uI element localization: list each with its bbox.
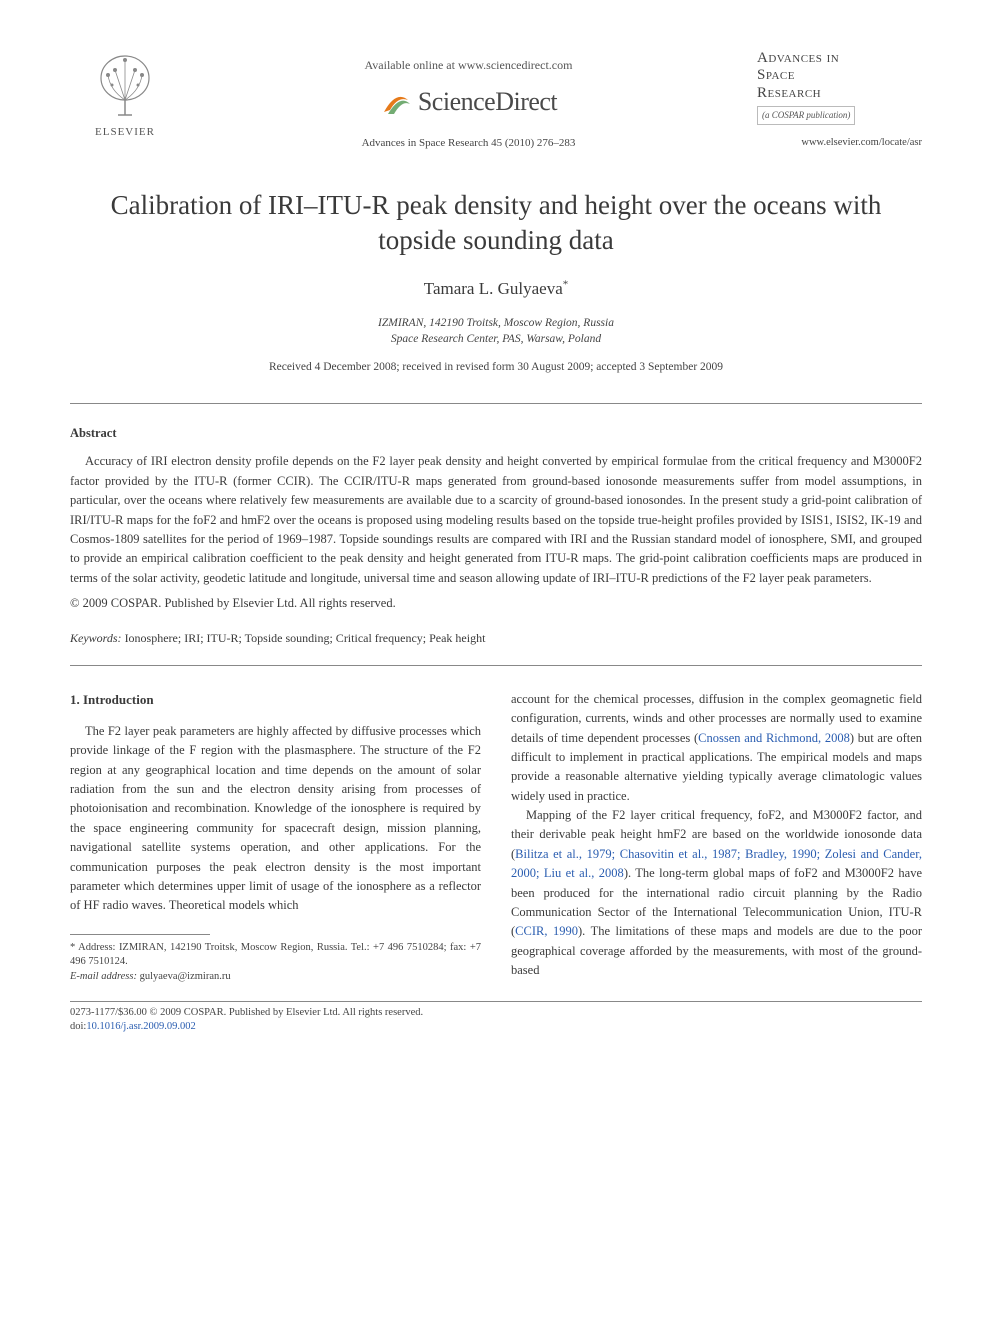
header-row: ELSEVIER Available online at www.science… [70, 50, 922, 152]
footnote-rule [70, 934, 210, 935]
elsevier-label: ELSEVIER [95, 124, 155, 141]
elsevier-logo-block: ELSEVIER [70, 50, 180, 141]
available-online-text: Available online at www.sciencedirect.co… [180, 56, 757, 74]
elsevier-tree-icon [90, 50, 160, 120]
ref-ccir[interactable]: CCIR, 1990 [515, 924, 578, 938]
section-1-heading: 1. Introduction [70, 690, 481, 710]
rule-bottom-abstract [70, 665, 922, 666]
journal-url: www.elsevier.com/locate/asr [757, 135, 922, 151]
article-title: Calibration of IRI–ITU-R peak density an… [100, 188, 892, 258]
footnote-block: * Address: IZMIRAN, 142190 Troitsk, Mosc… [70, 941, 481, 985]
intro-para-1: The F2 layer peak parameters are highly … [70, 722, 481, 916]
affiliation-2: Space Research Center, PAS, Warsaw, Pola… [70, 331, 922, 347]
column-left: 1. Introduction The F2 layer peak parame… [70, 690, 481, 985]
footnote-address: * Address: IZMIRAN, 142190 Troitsk, Mosc… [70, 941, 481, 970]
ref-cnossen[interactable]: Cnossen and Richmond, 2008 [698, 731, 850, 745]
author-name: Tamara L. Gulyaeva [424, 279, 563, 298]
footer-meta: 0273-1177/$36.00 © 2009 COSPAR. Publishe… [70, 1006, 922, 1035]
author-line: Tamara L. Gulyaeva* [70, 276, 922, 302]
sciencedirect-swoosh-icon [380, 86, 412, 118]
journal-block: Advances in Space Research (a COSPAR pub… [757, 50, 922, 151]
abstract-heading: Abstract [70, 424, 922, 443]
history-dates: Received 4 December 2008; received in re… [70, 359, 922, 376]
footnote-email-line: E-mail address: gulyaeva@izmiran.ru [70, 970, 481, 985]
sciencedirect-logo: ScienceDirect [180, 82, 757, 121]
keywords-label: Keywords: [70, 631, 122, 645]
affiliation-1: IZMIRAN, 142190 Troitsk, Moscow Region, … [70, 315, 922, 331]
journal-title-line3: Research [757, 85, 821, 101]
keywords-line: Keywords: Ionosphere; IRI; ITU-R; Topsid… [70, 629, 922, 647]
intro-para-1-cont: account for the chemical processes, diff… [511, 690, 922, 806]
column-right: account for the chemical processes, diff… [511, 690, 922, 985]
sciencedirect-text: ScienceDirect [418, 82, 557, 121]
author-marker: * [563, 278, 569, 290]
keywords-list: Ionosphere; IRI; ITU-R; Topside sounding… [125, 631, 486, 645]
footer-doi-line: doi:10.1016/j.asr.2009.09.002 [70, 1020, 922, 1035]
affiliation-block: IZMIRAN, 142190 Troitsk, Moscow Region, … [70, 315, 922, 347]
rule-top [70, 403, 922, 404]
footnote-email: gulyaeva@izmiran.ru [140, 971, 231, 982]
cospar-badge: (a COSPAR publication) [757, 106, 855, 126]
header-center: Available online at www.sciencedirect.co… [180, 50, 757, 152]
abstract-copyright: © 2009 COSPAR. Published by Elsevier Ltd… [70, 594, 922, 613]
doi-prefix: doi: [70, 1021, 86, 1032]
body-columns: 1. Introduction The F2 layer peak parame… [70, 690, 922, 985]
journal-title-line2: Space [757, 67, 795, 83]
doi-link[interactable]: 10.1016/j.asr.2009.09.002 [86, 1021, 195, 1032]
intro-para-2: Mapping of the F2 layer critical frequen… [511, 806, 922, 980]
citation-line: Advances in Space Research 45 (2010) 276… [180, 135, 757, 152]
abstract-body: Accuracy of IRI electron density profile… [70, 452, 922, 588]
footnote-email-label: E-mail address: [70, 971, 137, 982]
rule-footer [70, 1001, 922, 1002]
journal-title-line1: Advances in [757, 50, 839, 66]
journal-title: Advances in Space Research [757, 50, 922, 102]
footer-copyright: 0273-1177/$36.00 © 2009 COSPAR. Publishe… [70, 1006, 922, 1021]
